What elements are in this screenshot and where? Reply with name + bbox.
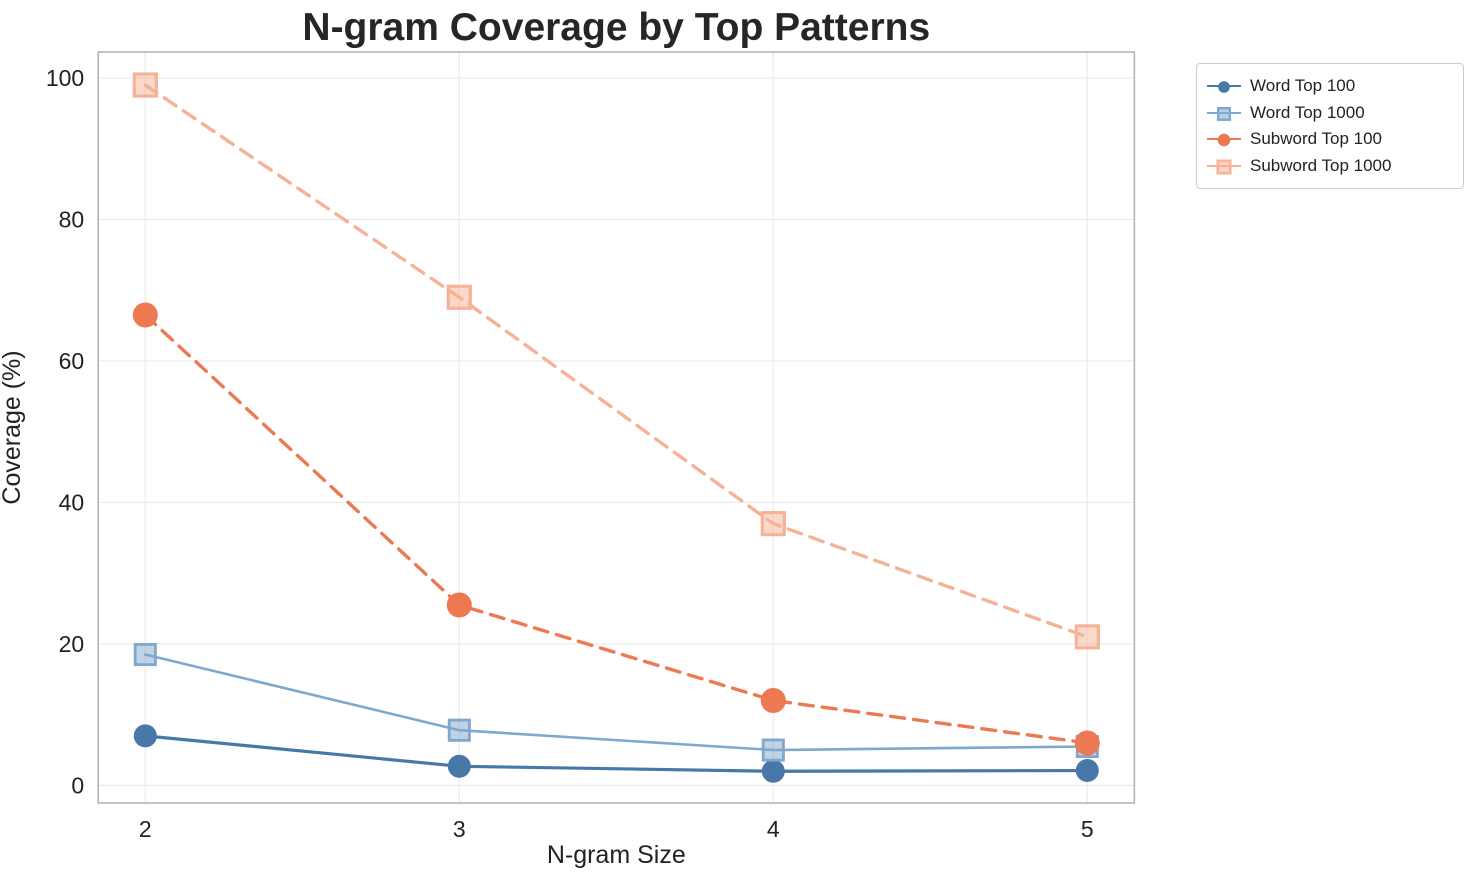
svg-text:Coverage (%): Coverage (%) (0, 350, 26, 504)
svg-text:0: 0 (71, 772, 84, 798)
svg-text:100: 100 (46, 65, 84, 91)
svg-text:40: 40 (59, 489, 85, 515)
svg-text:5: 5 (1081, 816, 1094, 842)
svg-text:60: 60 (59, 348, 85, 374)
svg-text:3: 3 (453, 816, 466, 842)
svg-text:4: 4 (767, 816, 780, 842)
svg-text:N-gram Coverage by Top Pattern: N-gram Coverage by Top Patterns (302, 6, 930, 49)
svg-text:N-gram Size: N-gram Size (547, 841, 686, 869)
svg-text:2: 2 (139, 816, 152, 842)
svg-text:80: 80 (59, 206, 85, 232)
svg-text:20: 20 (59, 631, 85, 657)
